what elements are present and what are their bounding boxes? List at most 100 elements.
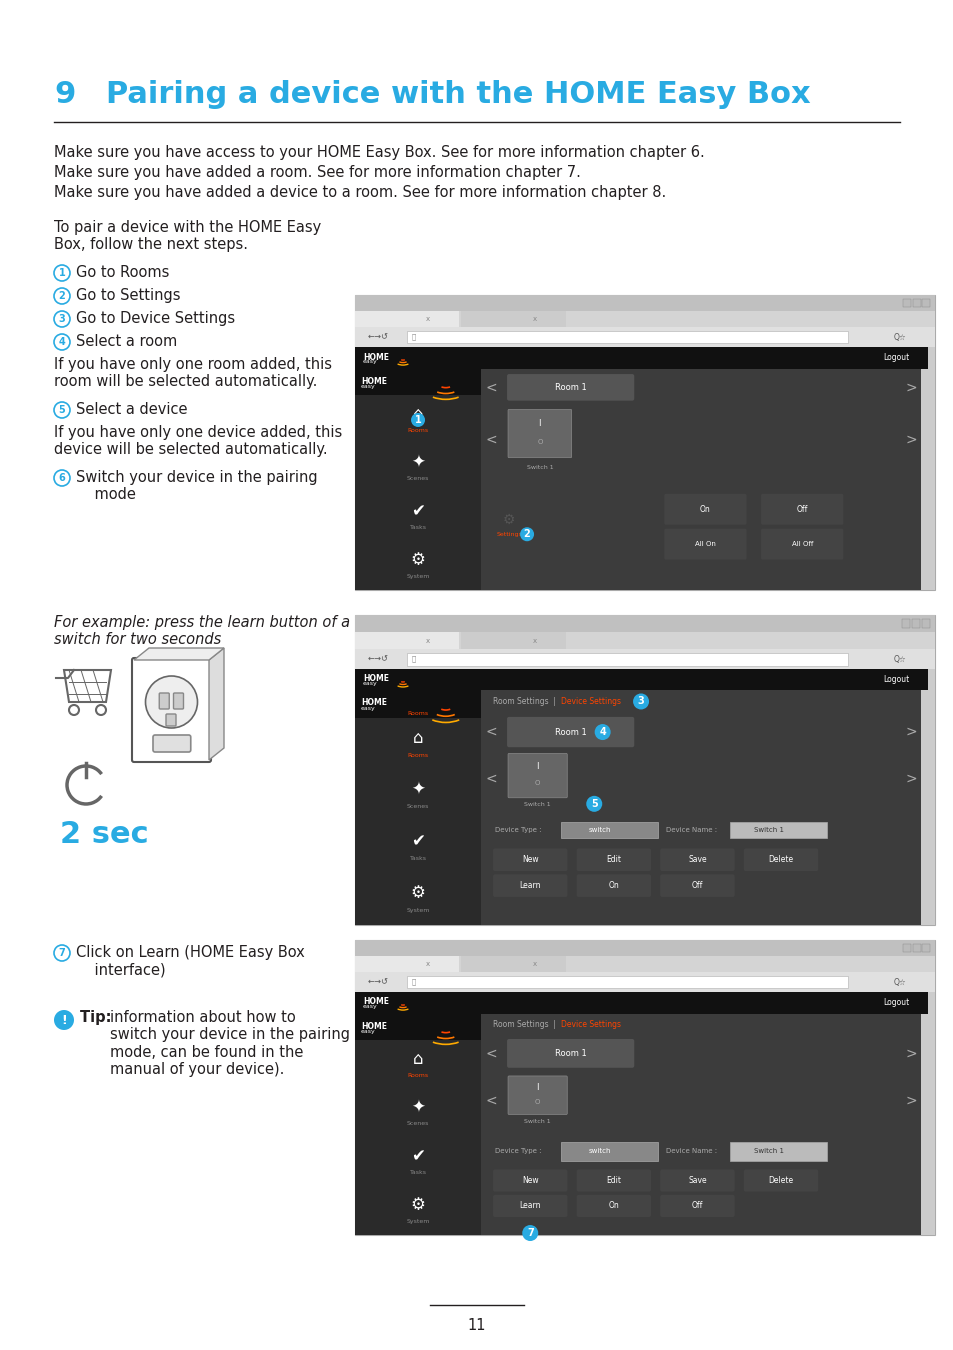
Text: >: > <box>904 772 916 786</box>
Circle shape <box>586 796 601 811</box>
FancyBboxPatch shape <box>912 300 920 308</box>
FancyBboxPatch shape <box>355 369 480 396</box>
FancyBboxPatch shape <box>407 331 847 343</box>
Text: System: System <box>406 574 429 579</box>
Text: Switch your device in the pairing
    mode: Switch your device in the pairing mode <box>76 470 317 502</box>
FancyBboxPatch shape <box>493 1195 567 1216</box>
Text: ✔: ✔ <box>411 1148 424 1165</box>
Text: To pair a device with the HOME Easy
Box, follow the next steps.: To pair a device with the HOME Easy Box,… <box>54 220 321 252</box>
Text: x: x <box>532 961 536 968</box>
FancyBboxPatch shape <box>355 690 480 718</box>
Text: Tasks: Tasks <box>409 1170 426 1174</box>
Text: Device Name :: Device Name : <box>665 1149 717 1154</box>
Text: x: x <box>426 961 430 968</box>
Text: Rooms: Rooms <box>407 753 428 757</box>
FancyBboxPatch shape <box>576 875 650 896</box>
Text: ✦: ✦ <box>411 780 424 798</box>
Text: switch: switch <box>588 1149 610 1154</box>
Text: >: > <box>904 433 916 447</box>
FancyBboxPatch shape <box>920 1014 927 1235</box>
Text: Device Type :: Device Type : <box>495 1149 541 1154</box>
FancyBboxPatch shape <box>743 848 818 871</box>
Text: Delete: Delete <box>768 1176 793 1185</box>
Text: 📄: 📄 <box>411 333 415 340</box>
FancyBboxPatch shape <box>355 940 934 956</box>
FancyBboxPatch shape <box>355 940 934 1235</box>
Text: Click on Learn (HOME Easy Box
    interface): Click on Learn (HOME Easy Box interface) <box>76 945 304 977</box>
FancyBboxPatch shape <box>902 300 910 308</box>
Text: HOME: HOME <box>360 377 387 386</box>
Text: 1: 1 <box>58 269 66 278</box>
Text: >: > <box>904 381 916 394</box>
Text: Make sure you have added a room. See for more information chapter 7.: Make sure you have added a room. See for… <box>54 165 580 180</box>
Text: ✦: ✦ <box>411 1099 424 1116</box>
FancyBboxPatch shape <box>659 848 734 871</box>
Text: For example: press the learn button of a
switch for two seconds: For example: press the learn button of a… <box>54 616 350 648</box>
Circle shape <box>633 694 648 710</box>
FancyBboxPatch shape <box>920 369 927 590</box>
FancyBboxPatch shape <box>159 693 169 709</box>
Text: <: < <box>485 433 497 447</box>
FancyBboxPatch shape <box>922 300 929 308</box>
FancyBboxPatch shape <box>355 347 927 590</box>
FancyBboxPatch shape <box>461 632 565 649</box>
FancyBboxPatch shape <box>355 690 480 925</box>
Text: Rooms: Rooms <box>407 710 428 716</box>
FancyBboxPatch shape <box>355 347 927 369</box>
FancyBboxPatch shape <box>920 690 927 925</box>
Text: easy: easy <box>360 1029 375 1034</box>
FancyBboxPatch shape <box>355 369 480 590</box>
FancyBboxPatch shape <box>355 670 927 925</box>
FancyBboxPatch shape <box>355 1014 480 1235</box>
FancyBboxPatch shape <box>461 956 565 972</box>
FancyBboxPatch shape <box>576 848 650 871</box>
Text: Device Type :: Device Type : <box>495 826 541 833</box>
FancyBboxPatch shape <box>508 409 571 458</box>
Text: Learn: Learn <box>519 1202 540 1211</box>
Text: On: On <box>700 505 710 514</box>
Text: System: System <box>406 909 429 913</box>
FancyBboxPatch shape <box>921 620 929 628</box>
Circle shape <box>594 724 610 740</box>
Text: Device Settings: Device Settings <box>560 1021 620 1029</box>
FancyBboxPatch shape <box>355 649 934 670</box>
Text: x: x <box>426 316 430 323</box>
Text: Room 1: Room 1 <box>555 383 586 392</box>
Text: All Off: All Off <box>791 541 812 547</box>
Text: Switch 1: Switch 1 <box>526 466 553 470</box>
Text: 4: 4 <box>598 728 605 737</box>
FancyBboxPatch shape <box>729 1142 825 1161</box>
Text: Edit: Edit <box>606 856 620 864</box>
Text: Switch 1: Switch 1 <box>524 802 551 807</box>
FancyBboxPatch shape <box>507 717 634 748</box>
FancyBboxPatch shape <box>912 944 920 952</box>
Text: easy: easy <box>363 359 377 364</box>
Text: >: > <box>904 1094 916 1107</box>
Text: 11: 11 <box>467 1318 486 1332</box>
Text: Make sure you have access to your HOME Easy Box. See for more information chapte: Make sure you have access to your HOME E… <box>54 144 704 161</box>
FancyBboxPatch shape <box>743 1169 818 1192</box>
Text: Switch 1: Switch 1 <box>753 826 782 833</box>
Text: Scenes: Scenes <box>406 805 429 810</box>
FancyBboxPatch shape <box>663 529 746 560</box>
FancyBboxPatch shape <box>507 1040 634 1068</box>
Text: Q☆: Q☆ <box>893 977 905 987</box>
Text: ⌂: ⌂ <box>413 405 423 423</box>
Text: switch: switch <box>588 826 610 833</box>
Text: 6: 6 <box>58 472 66 483</box>
Text: 📄: 📄 <box>411 979 415 986</box>
Text: <: < <box>485 381 497 394</box>
FancyBboxPatch shape <box>355 670 927 690</box>
Text: ←→↺: ←→↺ <box>367 332 388 342</box>
Text: Off: Off <box>691 1202 702 1211</box>
Circle shape <box>521 1224 537 1241</box>
Text: Select a room: Select a room <box>76 333 177 350</box>
Text: ←→↺: ←→↺ <box>367 977 388 987</box>
Text: Delete: Delete <box>768 856 793 864</box>
Text: Logout: Logout <box>882 998 908 1007</box>
Text: 7: 7 <box>526 1228 533 1238</box>
Text: 7: 7 <box>58 948 66 958</box>
Text: ⚙: ⚙ <box>410 551 425 568</box>
Polygon shape <box>133 648 224 660</box>
Text: Off: Off <box>691 882 702 890</box>
